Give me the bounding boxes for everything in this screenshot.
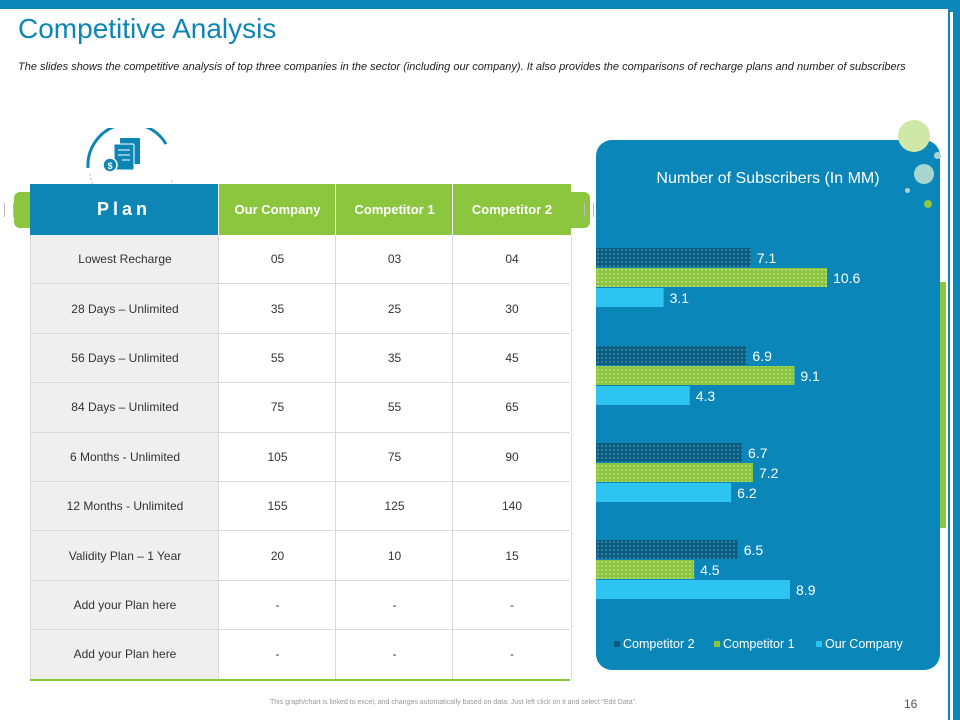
competitor-1-cell: - xyxy=(335,580,453,630)
band-marker-left xyxy=(4,203,14,217)
footer-note: This graph/chart is linked to excel, and… xyxy=(270,699,637,706)
competitor-2-cell: 140 xyxy=(452,481,572,531)
bar-our-company xyxy=(596,483,732,502)
bar-competitor-2 xyxy=(596,248,751,267)
legend-label: Our Company xyxy=(825,637,904,651)
plan-name-cell: Add your Plan here xyxy=(30,580,219,630)
table-row: Add your Plan here - - - xyxy=(30,580,572,631)
our-company-cell: 35 xyxy=(218,284,336,333)
legend-label: Competitor 2 xyxy=(623,637,695,651)
legend-swatch xyxy=(714,641,720,647)
document-dollar-icon: $ xyxy=(86,128,173,190)
competitor-1-cell: 10 xyxy=(335,531,453,580)
bar-competitor-2 xyxy=(596,540,738,559)
our-company-cell: 20 xyxy=(218,531,336,580)
competitor-2-cell: 30 xyxy=(452,284,572,333)
our-company-column-header: Our Company xyxy=(218,184,336,235)
bar-value-label: 7.1 xyxy=(757,250,777,266)
plan-name-cell: 84 Days – Unlimited xyxy=(30,383,219,432)
our-company-cell: - xyxy=(218,580,336,630)
bar-value-label: 3.1 xyxy=(670,290,690,306)
table-row: Lowest Recharge 05 03 04 xyxy=(30,235,572,285)
competitor-2-column-header: Competitor 2 xyxy=(452,184,571,235)
bar-competitor-1 xyxy=(596,366,795,385)
right-accent-line xyxy=(950,12,953,720)
competitor-2-cell: - xyxy=(452,580,572,630)
bar-value-label: 7.2 xyxy=(759,465,779,481)
bar-value-label: 9.1 xyxy=(800,368,820,384)
page-subtitle: The slides shows the competitive analysi… xyxy=(18,61,906,73)
bar-value-label: 6.7 xyxy=(748,445,768,461)
top-accent-bar xyxy=(0,0,960,9)
bar-value-label: 10.6 xyxy=(833,270,860,286)
competitor-2-cell: 04 xyxy=(452,235,572,284)
page-title: Competitive Analysis xyxy=(18,13,277,44)
our-company-cell: 05 xyxy=(218,235,336,284)
table-row: 12 Months - Unlimited 155 125 140 xyxy=(30,481,572,532)
bar-value-label: 4.5 xyxy=(700,562,720,578)
competitor-2-cell: 45 xyxy=(452,333,572,383)
decorative-circle xyxy=(934,152,941,159)
plan-name-cell: 28 Days – Unlimited xyxy=(30,284,219,333)
decorative-circle xyxy=(924,200,932,208)
table-row: Validity Plan – 1 Year 20 10 15 xyxy=(30,531,572,581)
table-row: 84 Days – Unlimited 75 55 65 xyxy=(30,383,572,433)
competitor-1-cell: 125 xyxy=(335,481,453,531)
plan-name-cell: Validity Plan – 1 Year xyxy=(30,531,219,580)
bar-our-company xyxy=(596,580,791,599)
bar-value-label: 6.5 xyxy=(744,542,764,558)
plan-name-cell: 6 Months - Unlimited xyxy=(30,432,219,481)
table-row: 56 Days – Unlimited 55 35 45 xyxy=(30,333,572,384)
competitor-2-cell: 90 xyxy=(452,432,572,481)
decorative-circle xyxy=(905,188,910,193)
plan-column-header: Plan xyxy=(30,184,218,235)
bar-competitor-1 xyxy=(596,463,753,482)
green-edge-accent xyxy=(938,282,946,528)
svg-text:$: $ xyxy=(107,161,112,171)
competitor-1-cell: 03 xyxy=(335,235,453,284)
bar-value-label: 4.3 xyxy=(696,388,716,404)
competitor-2-cell: 15 xyxy=(452,531,572,580)
competitor-1-cell: 35 xyxy=(335,333,453,383)
plan-name-cell: 56 Days – Unlimited xyxy=(30,333,219,383)
bar-value-label: 8.9 xyxy=(796,582,816,598)
table-row: Add your Plan here - - - xyxy=(30,630,572,681)
bar-value-label: 6.9 xyxy=(752,348,772,364)
competitor-1-cell: 75 xyxy=(335,432,453,481)
decorative-circle xyxy=(914,164,934,184)
bar-our-company xyxy=(596,386,690,405)
our-company-cell: 105 xyxy=(218,432,336,481)
bar-competitor-2 xyxy=(596,443,743,462)
legend-swatch xyxy=(614,641,620,647)
our-company-cell: 75 xyxy=(218,383,336,432)
table-row: 6 Months - Unlimited 105 75 90 xyxy=(30,432,572,482)
competitor-2-cell: - xyxy=(452,630,572,679)
competitor-1-column-header: Competitor 1 xyxy=(335,184,453,235)
competitor-2-cell: 65 xyxy=(452,383,572,432)
competitor-1-cell: 25 xyxy=(335,284,453,333)
our-company-cell: - xyxy=(218,630,336,679)
bar-competitor-1 xyxy=(596,560,695,579)
band-marker-right xyxy=(584,203,594,217)
bar-competitor-1 xyxy=(596,268,828,287)
plan-name-cell: Add your Plan here xyxy=(30,630,219,679)
competitor-1-cell: 55 xyxy=(335,383,453,432)
legend-label: Competitor 1 xyxy=(723,637,795,651)
our-company-cell: 55 xyxy=(218,333,336,383)
chart-title: Number of Subscribers (In MM) xyxy=(656,170,880,187)
legend-swatch xyxy=(816,641,822,647)
competitor-1-cell: - xyxy=(335,630,453,679)
bar-value-label: 6.2 xyxy=(737,485,757,501)
plan-name-cell: 12 Months - Unlimited xyxy=(30,481,219,531)
bar-our-company xyxy=(596,288,664,307)
our-company-cell: 155 xyxy=(218,481,336,531)
decorative-circle xyxy=(898,120,930,152)
comparison-table: Lowest Recharge 05 03 04 28 Days – Unlim… xyxy=(30,235,572,681)
page-number: 16 xyxy=(904,697,918,711)
bar-competitor-2 xyxy=(596,346,747,365)
plan-name-cell: Lowest Recharge xyxy=(30,235,219,284)
table-row: 28 Days – Unlimited 35 25 30 xyxy=(30,284,572,334)
